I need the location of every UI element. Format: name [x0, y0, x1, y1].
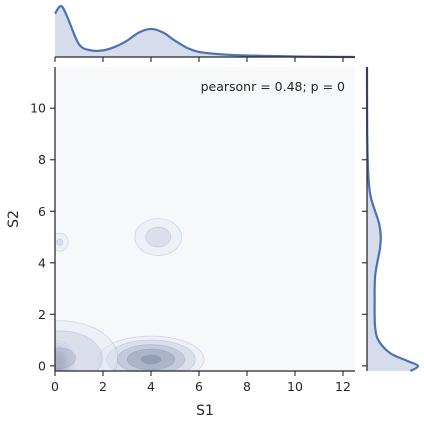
- density-mode: [134, 218, 182, 256]
- axes: [54, 56, 368, 372]
- x-tick-label: 4: [147, 379, 155, 394]
- y-tick-label: 0: [38, 358, 46, 373]
- x-axis-label: S1: [196, 403, 214, 419]
- contour-level: [55, 232, 69, 252]
- joint-plot-background: [55, 67, 355, 371]
- x-tick-label: 6: [195, 379, 203, 394]
- x-tick-label: 0: [51, 379, 59, 394]
- y-axis-label: S2: [6, 210, 22, 228]
- y-axis-ticks: 0 2 4 6 8 10: [30, 101, 367, 373]
- marginal-y-kde: [365, 66, 420, 372]
- x-tick-label: 10: [287, 379, 303, 394]
- density-mode: [55, 320, 119, 371]
- y-tick-label: 10: [30, 101, 46, 116]
- density-mode: [97, 335, 205, 371]
- contour-level: [55, 347, 76, 369]
- contour-level: [145, 226, 172, 248]
- y-tick-label: 6: [38, 204, 46, 219]
- x-tick-label: 12: [335, 379, 351, 394]
- marginal-x-line: [54, 4, 356, 59]
- contour-level: [140, 354, 162, 365]
- x-axis-ticks: 0 2 4 6 8 10 12: [51, 57, 351, 394]
- pearson-annotation: pearsonr = 0.48; p = 0: [201, 79, 345, 94]
- joint-kde-contours: [55, 218, 205, 371]
- y-tick-label: 2: [38, 307, 46, 322]
- marginal-x-fill: [55, 5, 355, 57]
- marginal-x-kde: [54, 4, 356, 59]
- marginal-y-line: [365, 66, 420, 372]
- y-tick-label: 8: [38, 152, 46, 167]
- x-tick-label: 8: [243, 379, 251, 394]
- y-tick-label: 4: [38, 255, 46, 270]
- x-tick-label: 2: [99, 379, 107, 394]
- density-mode: [55, 232, 69, 252]
- contour-level: [56, 238, 64, 246]
- contour-level: [134, 218, 182, 256]
